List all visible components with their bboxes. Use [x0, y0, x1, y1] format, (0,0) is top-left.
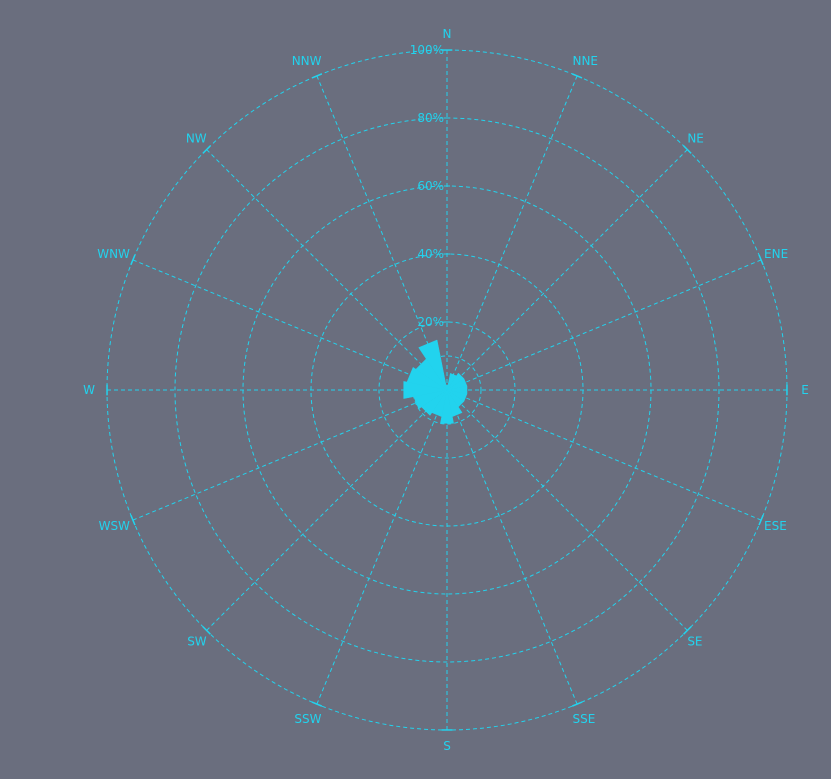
radial-tick-label: 40% [417, 247, 444, 261]
spoke-wsw [132, 389, 448, 521]
spoke-ssw [316, 389, 448, 705]
direction-label-ese: ESE [764, 519, 787, 533]
spoke-wnw [132, 259, 448, 391]
spoke-ese [446, 389, 762, 521]
spoke-tick-ssw [311, 701, 323, 707]
spoke-tick-ese [758, 514, 764, 526]
spoke-sse [446, 389, 578, 705]
direction-label-nnw: NNW [292, 54, 322, 68]
spoke-nne [446, 75, 578, 391]
direction-label-ssw: SSW [294, 712, 321, 726]
spoke-tick-nne [571, 73, 583, 79]
direction-label-sw: SW [187, 635, 207, 649]
spoke-ene [446, 259, 762, 391]
direction-label-w: W [83, 383, 95, 397]
direction-label-e: E [801, 383, 809, 397]
direction-label-ene: ENE [764, 247, 788, 261]
direction-label-sse: SSE [572, 712, 595, 726]
bar-nnw [418, 339, 448, 391]
spoke-ne [446, 149, 688, 391]
spoke-sw [206, 389, 448, 631]
direction-label-nne: NNE [572, 54, 598, 68]
direction-label-wnw: WNW [97, 247, 130, 261]
spoke-tick-nnw [311, 73, 323, 79]
grid-ring-1 [378, 321, 516, 459]
spoke-tick-nw [202, 145, 211, 154]
spoke-nnw [316, 75, 448, 391]
spoke-tick-wnw [130, 254, 136, 266]
grid-layer [106, 49, 788, 731]
radial-tick-label: 80% [417, 111, 444, 125]
radial-tick-label: 60% [417, 179, 444, 193]
direction-label-ne: NE [687, 131, 704, 145]
spoke-se [446, 389, 688, 631]
radial-tick-label: 20% [417, 315, 444, 329]
spoke-tick-ene [758, 254, 764, 266]
direction-label-s: S [443, 739, 451, 753]
direction-label-se: SE [687, 635, 702, 649]
direction-label-n: N [443, 27, 452, 41]
spoke-tick-sw [202, 626, 211, 635]
spoke-nw [206, 149, 448, 391]
bar-layer [403, 339, 468, 424]
direction-label-wsw: WSW [99, 519, 130, 533]
radial-tick-label: 100% [410, 43, 444, 57]
label-layer: 20% 40% 60% 80% 100% N NNE NE ENE E ESE SE SSE S SSW SW… [83, 27, 809, 753]
spoke-tick-se [683, 626, 692, 635]
spoke-tick-sse [571, 701, 583, 707]
direction-label-nw: NW [186, 131, 207, 145]
spoke-tick-ne [683, 145, 692, 154]
spoke-tick-wsw [130, 514, 136, 526]
